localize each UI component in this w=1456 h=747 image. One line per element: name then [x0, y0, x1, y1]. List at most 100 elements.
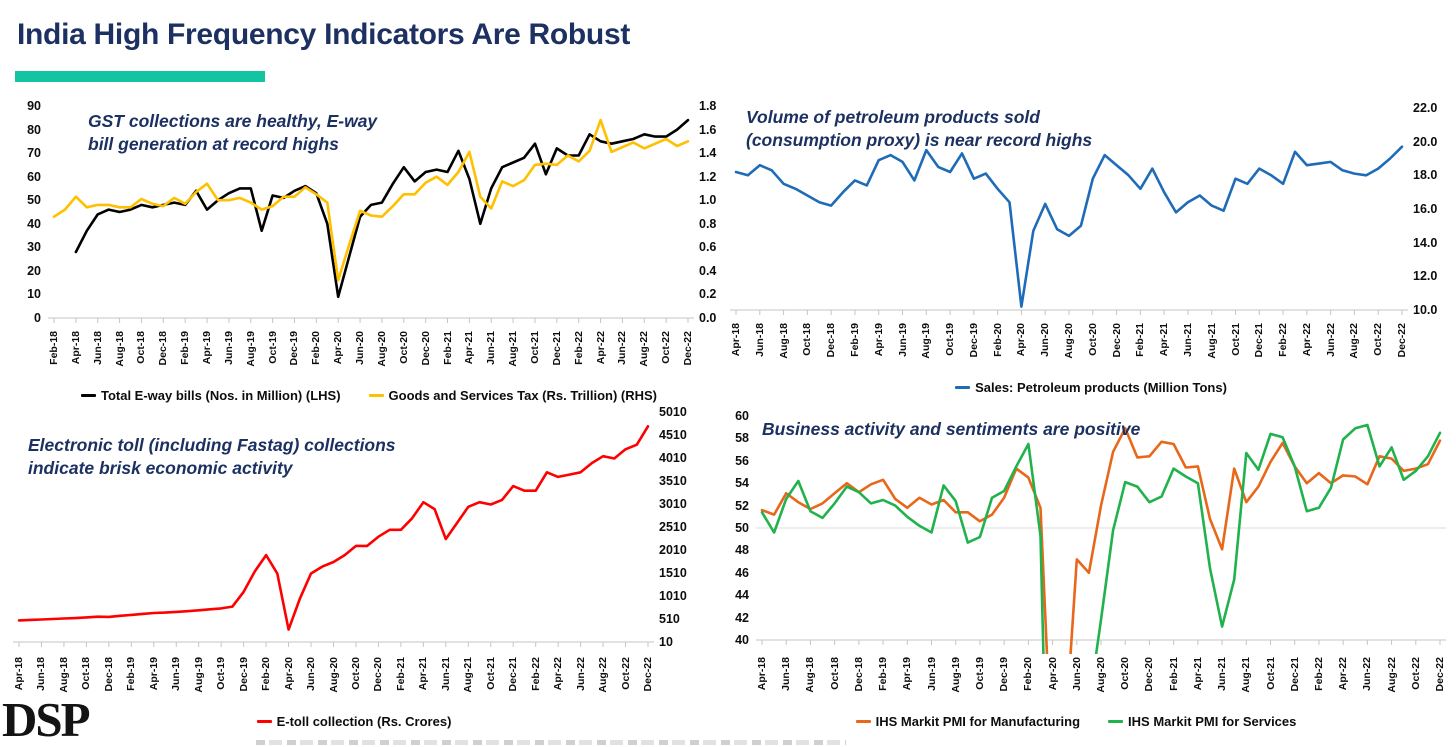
- x-axis-tick-label: Jun-19: [896, 323, 909, 357]
- plot-area: [48, 106, 694, 328]
- x-axis-tick-label: Jun-19: [170, 657, 183, 691]
- x-axis-tick-label: Jun-19: [925, 657, 938, 691]
- y-axis-tick-label: 4010: [659, 451, 687, 465]
- y-axis-tick-label: 2510: [659, 520, 687, 534]
- y-axis-tick-label: 0.4: [699, 263, 717, 278]
- x-axis-tick-label: Feb-19: [125, 657, 138, 691]
- x-axis-tick-label: Dec-21: [507, 657, 520, 692]
- y-axis-tick-label: 40: [27, 216, 41, 231]
- y-axis-tick-label: 1.6: [699, 122, 717, 137]
- x-axis-tick-label: Feb-19: [179, 331, 192, 365]
- x-axis-tick-label: Aug-22: [1385, 657, 1398, 693]
- x-axis-tick-label: Aug-21: [1205, 323, 1218, 359]
- y-axis-tick-label: 0.6: [699, 240, 717, 255]
- x-axis-tick-label: Dec-18: [157, 331, 170, 366]
- y-axis-tick-label: 50: [735, 521, 749, 535]
- chart-pmi: Business activity and sentiments are pos…: [698, 408, 1454, 742]
- x-axis-tick-label: Feb-20: [310, 331, 323, 365]
- y-axis-right: 22.0 20.0 18.0 16.0 14.0 12.0 10.0: [1408, 101, 1454, 320]
- series-line-goods-and-services-tax-rs-trillion-rhs: [52, 118, 690, 282]
- page-title: India High Frequency Indicators Are Robu…: [17, 18, 631, 51]
- x-axis-tick-label: Feb-18: [48, 331, 60, 365]
- legend-item: IHS Markit PMI for Services: [1108, 714, 1296, 729]
- x-axis-tick-label: Dec-20: [419, 331, 432, 366]
- x-axis-tick-label: Apr-19: [201, 331, 214, 365]
- x-axis-tick-label: Feb-22: [529, 657, 542, 691]
- x-axis-tick-label: Apr-19: [901, 657, 914, 691]
- legend-swatch: [80, 393, 96, 397]
- x-axis-tick-label: Jun-21: [485, 331, 498, 365]
- x-axis-tick-label: Feb-21: [1134, 323, 1147, 357]
- x-axis-tick-label: Aug-21: [462, 657, 475, 693]
- y-axis-tick-label: 20.0: [1413, 134, 1438, 149]
- x-axis-tick-label: Dec-20: [372, 657, 385, 692]
- x-axis-tick-label: Apr-21: [463, 331, 476, 365]
- y-axis-tick-label: 20: [27, 263, 41, 278]
- y-axis-tick-label: 54: [735, 476, 749, 491]
- y-axis-tick-label: 80: [27, 122, 41, 137]
- x-axis-tick-label: Apr-20: [1046, 657, 1059, 691]
- y-axis-tick-label: 60: [27, 169, 41, 184]
- y-axis-tick-label: 16.0: [1413, 202, 1438, 216]
- legend: IHS Markit PMI for Manufacturing IHS Mark…: [698, 710, 1454, 732]
- x-axis-tick-label: Jun-22: [1361, 657, 1374, 691]
- x-axis-tick-label: Jun-22: [574, 657, 587, 691]
- chart-etoll: Electronic toll (including Fastag) colle…: [10, 405, 698, 742]
- y-axis-tick-label: 3510: [659, 474, 687, 488]
- y-axis-tick-label: 70: [27, 146, 41, 161]
- x-axis-tick-label: Aug-21: [507, 331, 520, 367]
- x-axis-tick-label: Oct-19: [973, 657, 986, 690]
- y-axis-right: 1.8 1.6 1.4 1.2 1.0 0.8 0.6 0.4 0.2 0.0: [694, 99, 728, 328]
- legend-label: Goods and Services Tax (Rs. Trillion) (R…: [388, 387, 658, 403]
- legend: Sales: Petroleum products (Million Tons): [728, 376, 1454, 398]
- x-axis-tick-label: Dec-19: [288, 331, 301, 366]
- series-line-total-e-way-bills-nos-in-million-lhs: [74, 118, 690, 299]
- chart-petroleum: Volume of petroleum products sold (consu…: [728, 100, 1454, 406]
- x-axis-tick-label: Jun-19: [222, 331, 235, 365]
- y-axis-right: 5010 4510 4010 3510 3010 2510 2010 1510 1010 510 1…: [654, 405, 698, 654]
- x-axis-tick-label: Oct-21: [528, 331, 541, 364]
- x-axis-tick-label: Aug-18: [804, 657, 817, 693]
- series-line-sales-petroleum-products-million-tons: [734, 145, 1404, 308]
- y-axis-tick-label: 40: [735, 633, 749, 647]
- y-axis-tick-label: 1.8: [699, 99, 717, 113]
- legend-swatch: [1108, 719, 1124, 723]
- x-axis-tick-label: Apr-22: [1337, 657, 1350, 691]
- x-axis-tick-label: Feb-22: [1277, 323, 1290, 357]
- legend-label: Total E-way bills (Nos. in Million) (LHS…: [100, 387, 341, 403]
- x-axis-tick-label: Apr-21: [1191, 657, 1204, 691]
- x-axis-tick-label: Apr-21: [1158, 323, 1171, 357]
- x-axis-tick-label: Oct-20: [349, 657, 362, 690]
- y-axis-tick-label: 12.0: [1413, 269, 1438, 284]
- x-axis-tick-label: Oct-22: [619, 657, 632, 690]
- y-axis-tick-label: 10.0: [1413, 303, 1438, 317]
- series-line-ihs-markit-pmi-for-manufacturing: [760, 427, 1442, 654]
- legend-item: Total E-way bills (Nos. in Million) (LHS…: [80, 387, 341, 403]
- x-axis-tick-label: Jun-21: [439, 657, 452, 691]
- x-axis-tick-label: Jun-20: [1070, 657, 1083, 691]
- x-axis-tick-label: Aug-20: [327, 657, 340, 693]
- x-axis-tick-label: Dec-22: [682, 331, 694, 366]
- legend-label: IHS Markit PMI for Services: [1128, 713, 1297, 729]
- x-axis-tick-label: Dec-19: [998, 657, 1011, 692]
- x-axis-tick-label: Feb-20: [1022, 657, 1035, 691]
- y-axis-left: 60 58 56 54 52 50 48 46 44 42 40: [698, 409, 756, 654]
- y-axis-tick-label: 10: [27, 287, 41, 302]
- x-axis-tick-label: Jun-22: [616, 331, 629, 365]
- chart-gst-eway: GST collections are healthy, E-way bill …: [10, 99, 728, 406]
- y-axis-tick-label: 46: [735, 565, 749, 580]
- x-axis-tick-label: Oct-21: [1229, 323, 1242, 356]
- x-axis-tick-label: Feb-21: [394, 657, 407, 691]
- plot-area: [13, 412, 654, 654]
- x-axis-tick-label: Dec-20: [1110, 323, 1123, 358]
- x-axis: Apr-18 Jun-18 Aug-18 Oct-18 Dec-18 Feb-19 Apr-…: [698, 654, 1454, 708]
- x-axis-tick-label: Jun-21: [1181, 323, 1194, 357]
- y-axis-tick-label: 14.0: [1413, 235, 1438, 250]
- x-axis-tick-label: Apr-22: [552, 657, 565, 691]
- legend-label: E-toll collection (Rs. Crores): [276, 713, 452, 729]
- x-axis-tick-label: Oct-18: [801, 323, 814, 356]
- x-axis-tick-label: Jun-20: [305, 657, 318, 691]
- y-axis-tick-label: 0.8: [699, 216, 717, 231]
- x-axis-tick-label: Apr-21: [417, 657, 430, 691]
- x-axis-tick-label: Dec-20: [1143, 657, 1156, 692]
